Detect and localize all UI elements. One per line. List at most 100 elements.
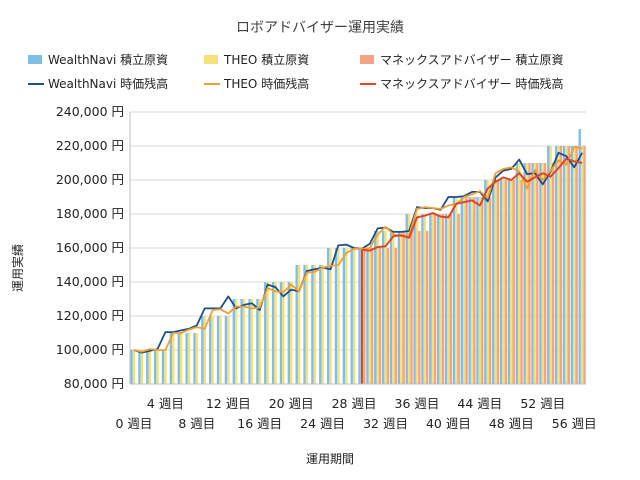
x-tick-label: 48 週目 [489, 416, 534, 431]
bar-2-week-55 [567, 146, 570, 384]
bar-1-week-48 [510, 180, 513, 384]
line-series-1 [133, 146, 583, 353]
bar-2-week-42 [465, 197, 468, 384]
bar-1-week-42 [462, 197, 466, 384]
bar-0-week-49 [515, 163, 519, 384]
bar-0-week-45 [484, 180, 487, 384]
bar-1-week-6 [179, 333, 183, 384]
bar-1-week-19 [282, 282, 285, 384]
bar-1-week-56 [573, 146, 576, 384]
bar-1-week-33 [392, 231, 395, 384]
bar-2-week-37 [426, 231, 429, 384]
bar-1-week-22 [305, 265, 309, 384]
y-tick-label: 240,000 円 [56, 104, 124, 119]
bar-0-week-42 [460, 197, 463, 384]
bar-1-week-9 [203, 316, 206, 384]
bar-2-week-30 [371, 248, 374, 384]
bar-0-week-8 [193, 333, 196, 384]
bar-1-week-21 [297, 265, 301, 384]
bar-2-week-38 [433, 214, 437, 384]
bar-2-week-49 [520, 180, 523, 384]
bar-2-week-36 [418, 231, 421, 384]
bar-1-week-44 [478, 197, 482, 384]
bar-1-week-4 [164, 350, 167, 384]
y-tick-label: 200,000 円 [56, 172, 124, 187]
bar-1-week-52 [541, 163, 544, 384]
bar-0-week-53 [547, 146, 550, 384]
bar-1-week-3 [156, 350, 159, 384]
bar-0-week-32 [381, 231, 385, 384]
bar-1-week-23 [313, 265, 316, 384]
bar-0-week-54 [554, 146, 558, 384]
x-tick-label: 36 週目 [395, 396, 440, 411]
bar-0-week-38 [429, 214, 432, 384]
bar-0-week-57 [578, 129, 581, 384]
bar-2-week-46 [496, 180, 500, 384]
bar-0-week-37 [421, 214, 424, 384]
bar-2-week-56 [575, 146, 578, 384]
bar-0-week-36 [413, 214, 416, 384]
bar-0-week-3 [153, 350, 157, 384]
bar-1-week-15 [250, 299, 254, 384]
bar-0-week-34 [397, 231, 401, 384]
x-tick-label: 16 週目 [237, 416, 282, 431]
bar-2-week-31 [378, 248, 382, 384]
bar-0-week-43 [468, 197, 471, 384]
x-tick-label: 28 週目 [332, 396, 377, 411]
legend-label: マネックスアドバイザー 時価残高 [380, 76, 563, 91]
bar-1-week-38 [431, 214, 434, 384]
bar-1-week-8 [195, 333, 199, 384]
legend-label: THEO 積立原資 [223, 52, 309, 67]
x-tick-label: 4 週目 [147, 396, 184, 411]
bar-0-week-30 [366, 248, 369, 384]
bar-0-week-41 [452, 197, 456, 384]
legend-swatch [360, 55, 374, 64]
bar-1-week-27 [345, 248, 348, 384]
x-tick-label: 0 週目 [115, 416, 152, 431]
bar-1-week-54 [557, 146, 560, 384]
bar-0-week-40 [444, 214, 448, 384]
bar-1-week-11 [219, 316, 222, 384]
bar-1-week-18 [274, 282, 277, 384]
x-tick-label: 40 週目 [426, 416, 471, 431]
bar-0-week-16 [256, 299, 259, 384]
y-tick-label: 220,000 円 [56, 138, 124, 153]
bar-1-week-13 [234, 299, 238, 384]
bar-1-week-43 [470, 197, 474, 384]
bar-1-week-35 [407, 214, 411, 384]
x-tick-label: 8 週目 [178, 416, 215, 431]
bar-0-week-20 [287, 282, 291, 384]
bar-1-week-41 [455, 197, 458, 384]
legend-swatch [204, 55, 218, 64]
bar-2-week-53 [551, 163, 555, 384]
bar-0-week-12 [224, 316, 228, 384]
bar-0-week-4 [161, 350, 165, 384]
bar-0-week-22 [303, 265, 306, 384]
bar-1-week-14 [242, 299, 246, 384]
bar-0-week-26 [334, 248, 338, 384]
y-tick-label: 140,000 円 [56, 274, 124, 289]
bar-0-week-55 [562, 146, 566, 384]
bar-1-week-51 [533, 163, 537, 384]
bar-1-week-20 [290, 282, 293, 384]
bar-0-week-35 [405, 214, 408, 384]
x-tick-label: 32 週目 [363, 416, 408, 431]
x-tick-label: 52 週目 [520, 396, 565, 411]
y-tick-label: 160,000 円 [56, 240, 124, 255]
bar-1-week-28 [352, 248, 356, 384]
bar-2-week-47 [504, 180, 508, 384]
x-tick-label: 20 週目 [269, 396, 314, 411]
bar-1-week-36 [415, 214, 419, 384]
bar-0-week-51 [531, 163, 534, 384]
bar-1-week-50 [525, 163, 529, 384]
bar-2-week-50 [528, 163, 531, 384]
bar-0-week-25 [326, 248, 330, 384]
x-tick-label: 12 週目 [206, 396, 251, 411]
bar-0-week-15 [248, 299, 251, 384]
bar-2-week-39 [441, 214, 445, 384]
bar-2-week-48 [512, 180, 515, 384]
bar-2-week-32 [386, 248, 390, 384]
bar-0-week-14 [240, 299, 243, 384]
bar-1-week-47 [502, 180, 505, 384]
